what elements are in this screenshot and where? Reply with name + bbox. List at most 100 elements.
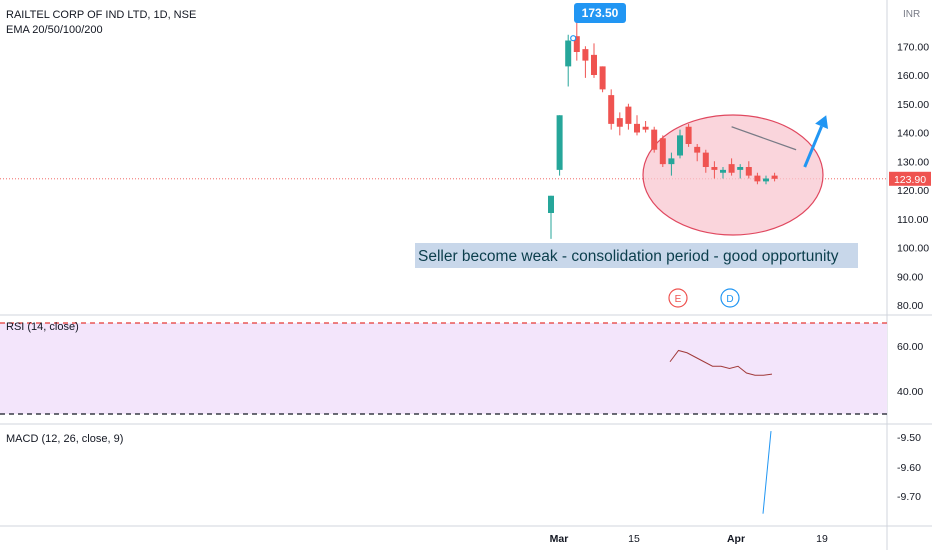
candle-body	[565, 40, 572, 67]
candle	[659, 135, 666, 167]
candle-body	[634, 123, 640, 133]
candle-body	[771, 175, 778, 179]
rsi-band	[0, 323, 887, 414]
candle-body	[677, 135, 683, 156]
candle	[625, 103, 632, 130]
price-tick-label: 150.00	[897, 99, 929, 111]
time-label-mar: Mar	[550, 533, 569, 545]
candle	[608, 89, 615, 130]
candle-body	[702, 152, 709, 167]
high-price-label-text: 173.50	[582, 6, 619, 20]
annotation-note: Seller become weak - consolidation perio…	[415, 243, 858, 268]
candle	[642, 121, 649, 133]
time-label-15: 15	[628, 533, 640, 545]
high-price-label-bg	[574, 3, 626, 23]
candle-body	[582, 49, 589, 61]
candle	[634, 115, 640, 136]
price-axis-ticks: 170.00 160.00 150.00 140.00 130.00 120.00 110.…	[897, 41, 929, 312]
price-tick-label: 170.00	[897, 41, 929, 53]
rsi-tick-40: 40.00	[897, 386, 923, 398]
macd-tick-2: -9.60	[897, 462, 921, 474]
candlestick-series	[548, 14, 778, 239]
price-tick-label: 110.00	[897, 214, 928, 226]
candle	[685, 123, 692, 147]
last-price-tag-text: 123.90	[894, 174, 926, 186]
candle	[677, 129, 683, 159]
price-tick-label: 130.00	[897, 156, 929, 168]
macd-label: MACD (12, 26, close, 9)	[6, 433, 123, 445]
candle	[771, 172, 778, 182]
candle-body	[591, 54, 597, 75]
candle-body	[754, 175, 761, 182]
candle	[599, 66, 606, 93]
price-tick-label: 90.00	[897, 271, 923, 283]
candle	[651, 126, 658, 153]
last-price-tag-bg	[889, 171, 931, 186]
candle	[668, 152, 675, 176]
dividend-marker-circle[interactable]	[720, 288, 740, 308]
price-tick-label: 120.00	[897, 185, 929, 197]
projection-arrow-line	[803, 125, 823, 168]
candle-body	[763, 178, 769, 182]
earnings-marker-letter: E	[675, 294, 682, 305]
candle-body	[745, 167, 752, 176]
candle	[565, 34, 572, 87]
candle-body	[642, 126, 649, 130]
candle	[556, 115, 563, 176]
macd-line	[762, 431, 772, 514]
candle	[582, 46, 589, 78]
ema-indicator-label: EMA 20/50/100/200	[6, 24, 103, 36]
candle	[720, 167, 726, 179]
candle	[711, 161, 718, 179]
candle	[548, 195, 554, 239]
earnings-marker[interactable]: E	[668, 288, 688, 308]
macd-tick-1: -9.50	[897, 432, 921, 444]
price-tick-label: 100.00	[897, 243, 929, 255]
high-point-dot	[570, 35, 577, 42]
symbol-title: RAILTEL CORP OF IND LTD, 1D, NSE	[6, 9, 196, 21]
high-price-label: 173.50	[570, 3, 626, 42]
candle	[591, 43, 597, 78]
candle-body	[599, 66, 606, 90]
projection-arrow-head	[815, 115, 829, 130]
candle-body	[573, 36, 580, 52]
dividend-marker-letter: D	[726, 294, 733, 305]
candle-body	[685, 126, 692, 144]
price-tick-label: 160.00	[897, 70, 929, 82]
candle	[616, 112, 623, 136]
candle	[728, 158, 735, 176]
candle-body	[608, 95, 615, 124]
macd-tick-3: -9.70	[897, 491, 921, 503]
price-tick-label: 80.00	[897, 300, 923, 312]
candle-body	[651, 129, 658, 150]
candle	[694, 144, 701, 162]
rsi-line	[669, 349, 773, 376]
annotation-note-bg	[415, 243, 858, 268]
candle-body	[694, 146, 701, 153]
candle	[702, 149, 709, 173]
candle-body	[737, 167, 744, 170]
dividend-marker[interactable]: D	[720, 288, 740, 308]
time-label-apr: Apr	[727, 533, 745, 545]
earnings-marker-circle[interactable]	[668, 288, 688, 308]
projection-arrow	[803, 115, 829, 168]
candle	[763, 175, 769, 185]
time-label-19: 19	[816, 533, 828, 545]
consolidation-ellipse	[642, 114, 824, 236]
price-tick-label: 140.00	[897, 128, 929, 140]
rsi-tick-60: 60.00	[897, 341, 923, 353]
candle-body	[616, 118, 623, 127]
currency-label: INR	[903, 9, 920, 20]
candle-body	[556, 115, 563, 170]
rsi-label: RSI (14, close)	[6, 321, 79, 333]
candle-body	[625, 106, 632, 124]
annotation-note-text: Seller become weak - consolidation perio…	[418, 248, 839, 265]
candle	[754, 172, 761, 185]
candle-body	[711, 167, 718, 170]
candle-body	[720, 169, 726, 173]
trendline	[731, 126, 797, 151]
candle	[737, 164, 744, 179]
last-price-tag: 123.90	[889, 171, 931, 186]
candle-body	[728, 164, 735, 173]
